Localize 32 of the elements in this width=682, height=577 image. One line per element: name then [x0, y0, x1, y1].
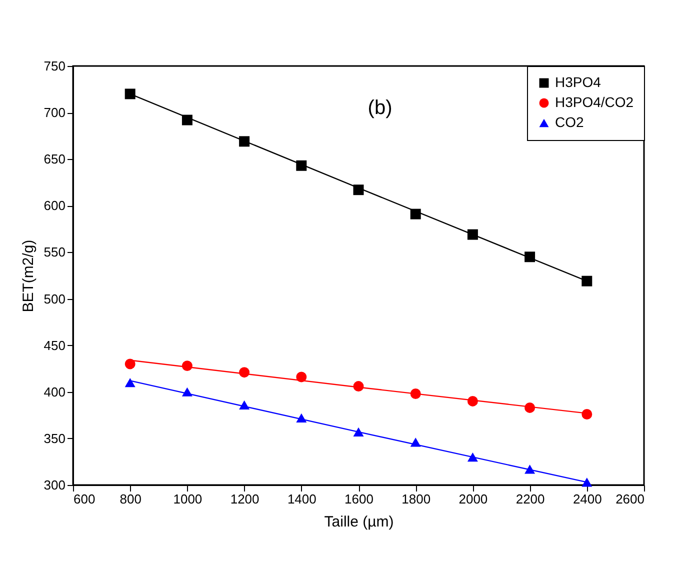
- x-tick-label: 2400: [572, 492, 602, 506]
- x-tick-label: 600: [74, 492, 96, 506]
- y-tick-label: 300: [44, 478, 66, 492]
- x-tick-label: 1600: [344, 492, 374, 506]
- y-tick-label: 650: [44, 152, 66, 167]
- y-tick-label: 450: [44, 338, 66, 353]
- legend-label: H3PO4: [555, 74, 602, 90]
- x-tick-label: 1000: [173, 492, 202, 506]
- legend-label: CO2: [555, 114, 584, 130]
- point: [582, 276, 592, 286]
- y-tick-label: 400: [44, 384, 66, 400]
- x-tick-label: 2200: [516, 492, 545, 506]
- legend-label: H3PO4/CO2: [555, 94, 634, 110]
- y-tick-label: 750: [44, 58, 66, 74]
- point: [124, 378, 136, 388]
- point: [124, 358, 136, 370]
- x-tick-label: 1200: [230, 492, 260, 506]
- x-axis-title: Taille (µm): [324, 514, 394, 530]
- y-axis-title: BET(m2/g): [20, 240, 37, 312]
- x-tick-label: 1800: [402, 492, 431, 506]
- y-tick-label: 500: [44, 291, 66, 306]
- x-tick-label: 2600: [616, 492, 644, 506]
- y-tick-label: 550: [44, 244, 66, 260]
- x-tick-label: 1400: [287, 492, 316, 506]
- x-tick-label: 800: [120, 492, 142, 506]
- y-tick-label: 700: [44, 105, 66, 120]
- point: [124, 88, 136, 100]
- point: [582, 409, 592, 420]
- x-tick-label: 2000: [458, 492, 488, 506]
- y-tick-label: 600: [44, 198, 66, 214]
- annotation: (b): [368, 97, 392, 119]
- y-tick-label: 350: [44, 430, 66, 446]
